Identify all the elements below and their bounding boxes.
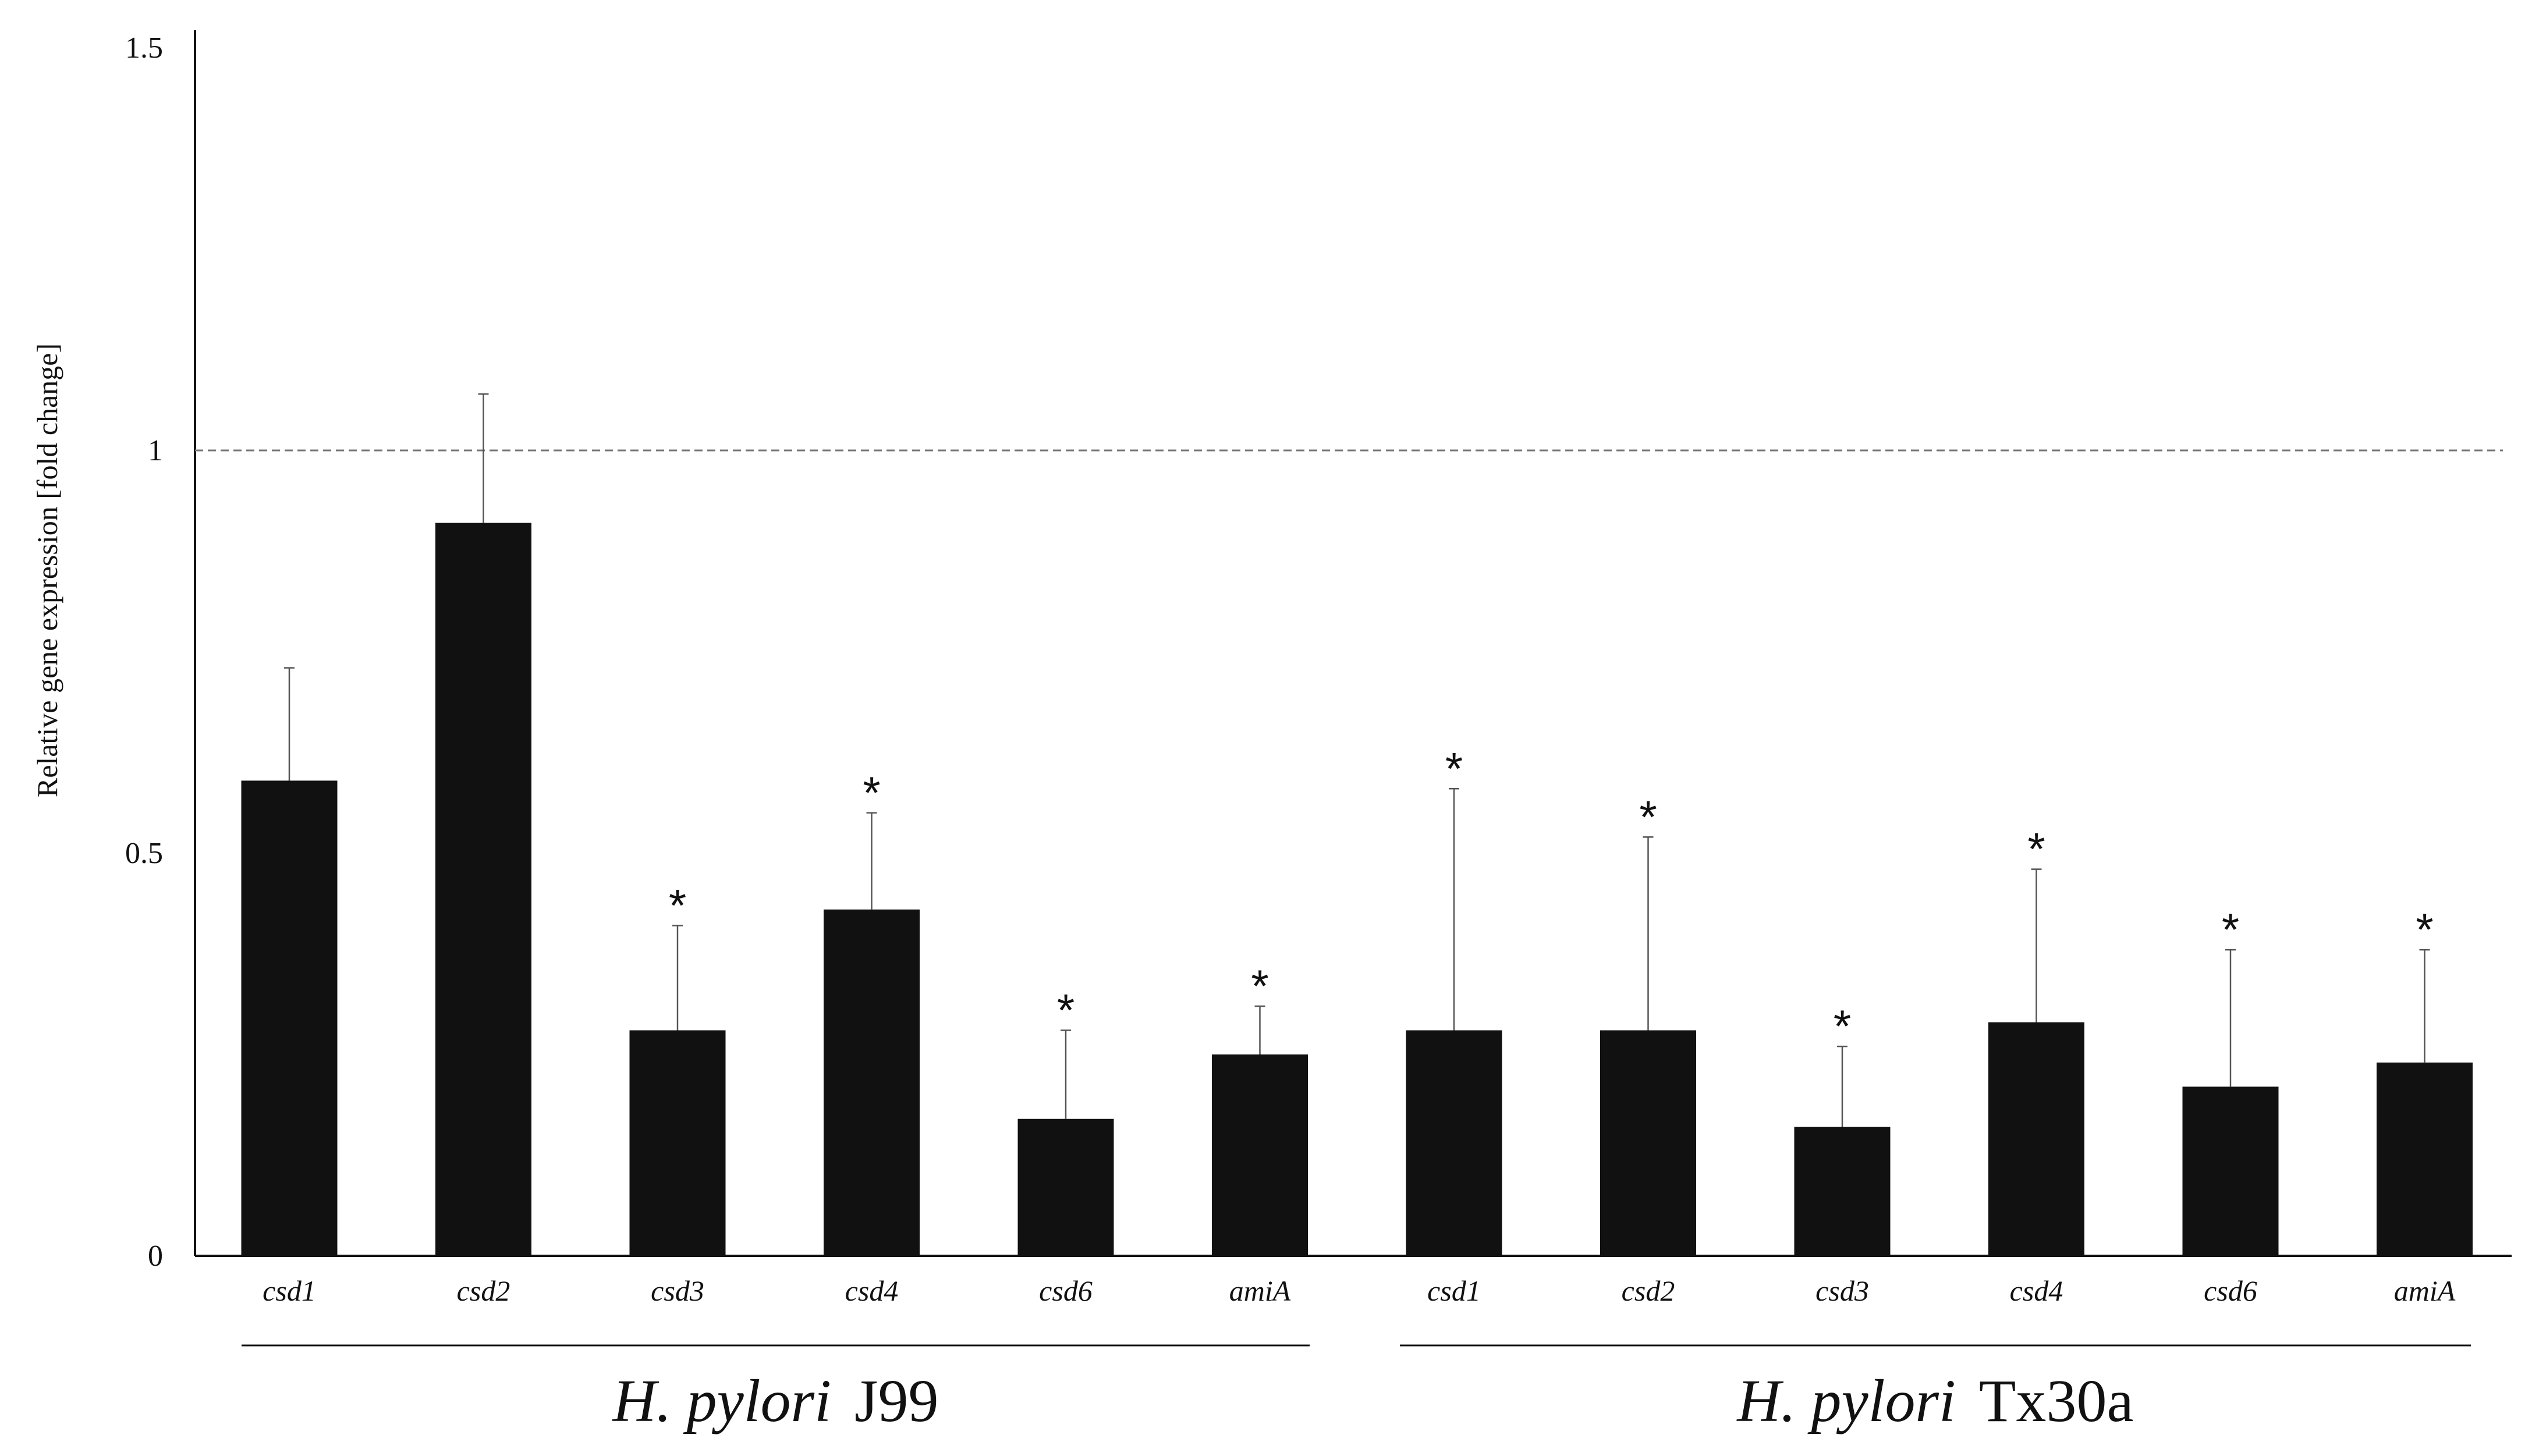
bars [241,523,2473,1256]
bar [824,909,920,1256]
bar [1212,1054,1308,1256]
bar [435,523,531,1256]
x-tick-label: csd1 [1427,1274,1481,1307]
x-tick-label: csd2 [1622,1274,1675,1307]
significance-star: * [1057,984,1074,1035]
x-tick-label: amiA [1229,1274,1291,1307]
x-tick-label: csd4 [2010,1274,2063,1307]
significance-star: * [2027,823,2045,875]
bar [2182,1086,2279,1256]
x-tick-label: csd1 [263,1274,316,1307]
significance-star: * [1445,743,1463,794]
significance-star: * [1834,1000,1851,1052]
bar [2377,1062,2473,1256]
bar [1600,1030,1696,1256]
group-label: H. pylori Tx30a [1736,1368,2133,1434]
y-tick-label: 0 [148,1240,163,1273]
x-tick-label: csd4 [845,1274,899,1307]
y-axis: 0 0.5 1 1.5 [125,30,196,1273]
significance-star: * [2416,904,2433,955]
bar [241,780,338,1256]
x-tick-label: amiA [2394,1274,2456,1307]
bar [1406,1030,1502,1256]
significance-markers: * * * * * * * * * * [669,743,2434,1052]
x-tick-label: csd3 [1815,1274,1869,1307]
y-tick-label: 0.5 [125,837,163,870]
significance-star: * [669,880,686,931]
x-axis: csd1 csd2 csd3 csd4 csd6 amiA csd1 csd2 csd3 csd4… [195,1255,2512,1307]
bar [629,1030,726,1256]
group-label: H. pylori J99 [611,1368,938,1434]
bar [1017,1118,1114,1256]
y-tick-label: 1 [148,434,163,467]
group-labels: H. pylori J99 H. pylori Tx30a [242,1344,2471,1434]
significance-star: * [2222,904,2239,955]
x-tick-label: csd2 [457,1274,510,1307]
bar [1794,1127,1891,1256]
significance-star: * [863,767,880,818]
y-axis-label: Relative gene expression [fold change] [31,343,63,797]
significance-star: * [1639,791,1657,842]
y-tick-label: 1.5 [125,31,163,65]
x-tick-label: csd6 [2204,1274,2257,1307]
x-tick-label: csd6 [1039,1274,1093,1307]
x-tick-label: csd3 [651,1274,704,1307]
significance-star: * [1251,960,1268,1011]
error-bars [284,393,2430,1127]
bar [1988,1022,2084,1256]
